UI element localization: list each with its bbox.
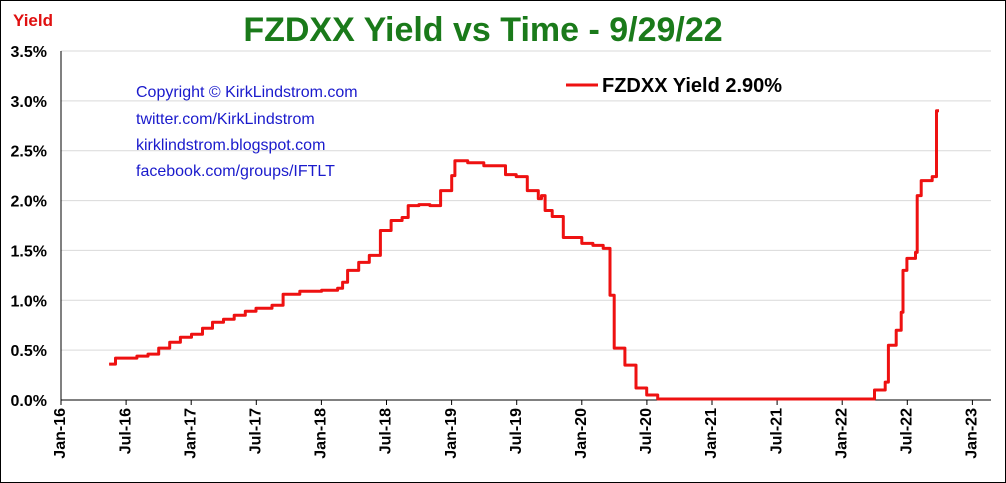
x-tick-label: Jan-22 xyxy=(833,408,850,459)
gridlines xyxy=(61,50,991,351)
twitter-note: twitter.com/KirkLindstrom xyxy=(136,111,315,128)
x-tick-label: Jan-23 xyxy=(964,408,981,459)
x-tick-label: Jan-19 xyxy=(443,408,460,459)
y-tick-label: 0.0% xyxy=(11,393,47,410)
x-tick-label: Jan-21 xyxy=(703,408,720,459)
legend-label: FZDXX Yield 2.90% xyxy=(602,75,782,97)
x-tick-label: Jul-17 xyxy=(248,408,265,454)
x-tick-labels: Jan-16 Jul-16 Jan-17 Jul-17 Jan-18 Jul-18 Jan-… xyxy=(52,408,980,459)
facebook-note: facebook.com/groups/IFTLT xyxy=(136,163,335,180)
y-tick-label: 2.0% xyxy=(11,194,47,211)
y-axis-label: Yield xyxy=(13,11,53,30)
x-tick-label: Jul-22 xyxy=(899,408,916,454)
y-tick-label: 2.5% xyxy=(11,144,47,161)
y-tick-label: 1.5% xyxy=(11,243,47,260)
legend: FZDXX Yield 2.90% xyxy=(566,75,782,97)
chart-title: FZDXX Yield vs Time - 9/29/22 xyxy=(243,11,722,49)
x-tick-label: Jan-17 xyxy=(182,408,199,459)
axes xyxy=(60,51,991,405)
y-tick-label: 1.0% xyxy=(11,293,47,310)
x-tick-label: Jul-16 xyxy=(117,408,134,454)
series-group xyxy=(109,109,939,401)
y-tick-label: 3.5% xyxy=(11,44,47,61)
y-tick-labels: 0.0% 0.5% 1.0% 1.5% 2.0% 2.5% 3.0% 3.5% xyxy=(11,44,47,410)
x-tick-label: Jan-20 xyxy=(573,408,590,459)
y-tick-label: 0.5% xyxy=(11,343,47,360)
x-tick-label: Jul-18 xyxy=(378,408,395,454)
copyright-notes: Copyright © KirkLindstrom.com twitter.co… xyxy=(136,84,358,180)
x-tick-label: Jul-21 xyxy=(768,408,785,454)
x-tick-label: Jul-20 xyxy=(638,408,655,454)
x-tick-label: Jan-16 xyxy=(52,408,69,459)
y-tick-label: 3.0% xyxy=(11,94,47,111)
x-tick-label: Jul-19 xyxy=(508,408,525,454)
x-tick-label: Jan-18 xyxy=(313,408,330,459)
yield-series-line xyxy=(109,109,939,401)
blog-note: kirklindstrom.blogspot.com xyxy=(136,137,325,154)
copyright-note: Copyright © KirkLindstrom.com xyxy=(136,84,358,101)
